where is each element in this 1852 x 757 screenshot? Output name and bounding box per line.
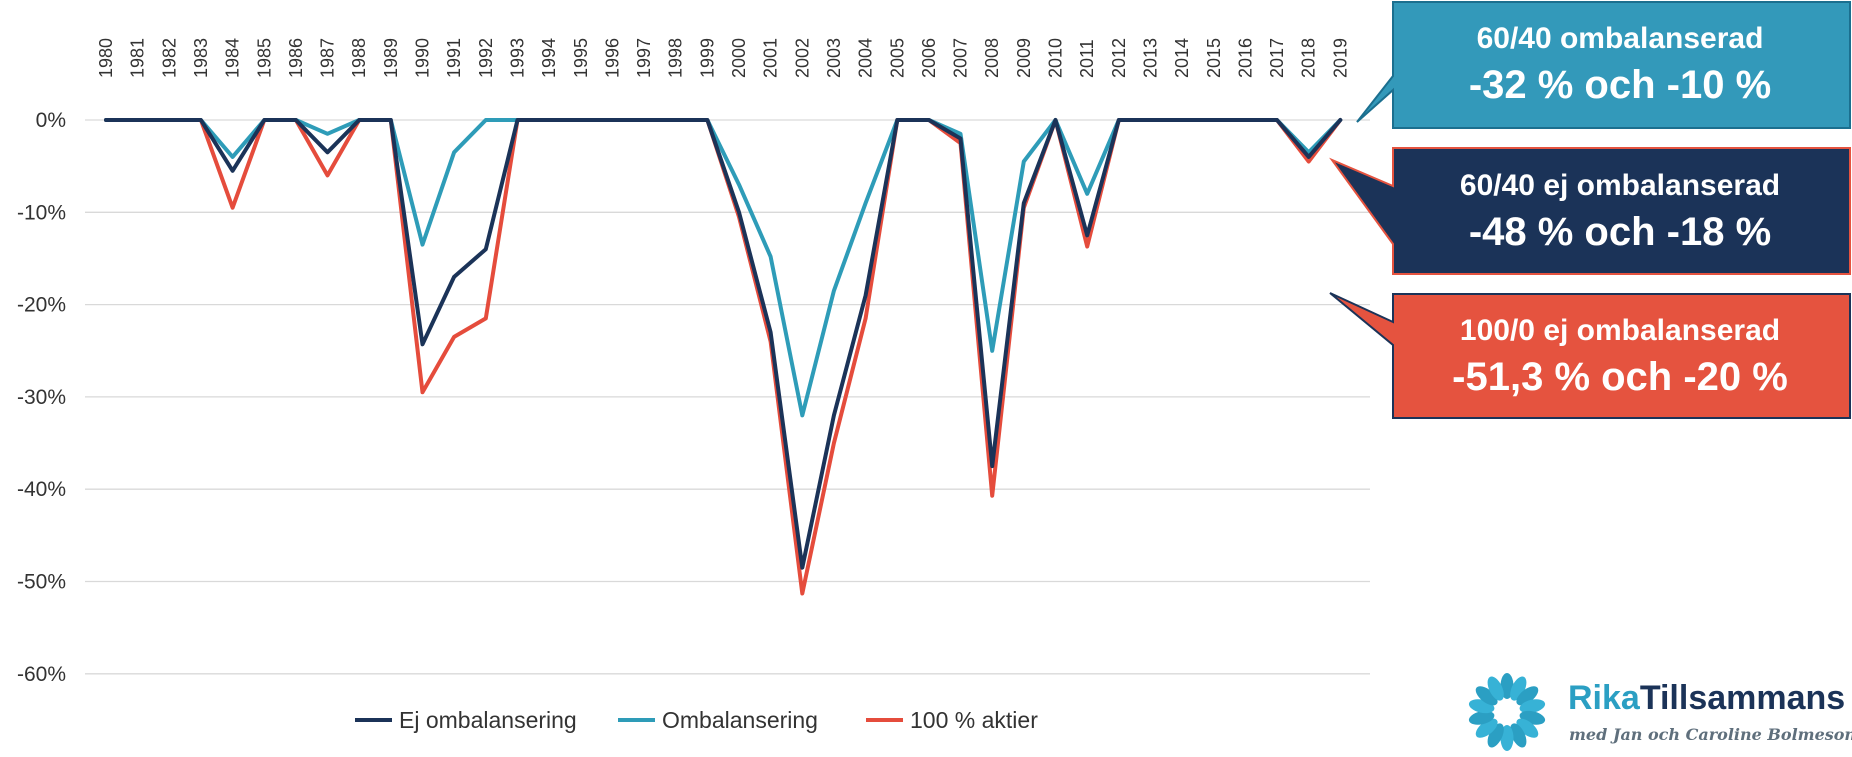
x-tick-label: 2006 xyxy=(919,38,939,78)
callout-title-60-40-ej-ombalanserad: 60/40 ej ombalanserad xyxy=(1460,169,1780,202)
y-tick-label: -40% xyxy=(17,478,66,501)
x-tick-label: 2018 xyxy=(1299,38,1319,78)
y-tick-label: -30% xyxy=(17,386,66,409)
x-tick-label: 2017 xyxy=(1267,38,1287,78)
y-tick-label: -10% xyxy=(17,201,66,224)
flower-petal xyxy=(1475,718,1498,738)
brand-name-part2: Tillsammans xyxy=(1640,679,1845,717)
x-tick-label: 2007 xyxy=(951,38,971,78)
brand-tagline: med Jan och Caroline Bolmeson xyxy=(1569,725,1852,744)
x-tick-label: 2008 xyxy=(982,38,1002,78)
x-tick-label: 2004 xyxy=(856,38,876,78)
x-tick-label: 2000 xyxy=(729,38,749,78)
callout-box-100-0-ej-ombalanserad xyxy=(1329,292,1851,419)
x-tick-label: 1994 xyxy=(539,38,559,78)
x-tick-label: 2009 xyxy=(1014,38,1034,78)
x-tick-label: 1997 xyxy=(634,38,654,78)
x-tick-label: 2019 xyxy=(1330,38,1350,78)
x-tick-label: 1988 xyxy=(349,38,369,78)
series-lines xyxy=(104,118,1343,596)
callout-box-60-40-ej-ombalanserad xyxy=(1329,147,1851,275)
x-tick-label: 2005 xyxy=(887,38,907,78)
x-tick-label: 2011 xyxy=(1077,39,1097,78)
callout-value-60-40-ombalanserad: -32 % och -10 % xyxy=(1469,63,1771,107)
callout-60-40-ej-ombalanserad: 60/40 ej ombalanserad -48 % och -18 % xyxy=(1329,147,1851,275)
flower-petal xyxy=(1487,723,1504,748)
legend-item-ej-ombalansering: Ej ombalansering xyxy=(355,707,577,733)
x-tick-label: 1983 xyxy=(191,38,211,78)
callout-60-40-ombalanserad: 60/40 ombalanserad -32 % och -10 % xyxy=(1356,1,1851,129)
x-tick-label: 1989 xyxy=(381,38,401,78)
y-tick-label: -60% xyxy=(17,663,66,686)
x-tick-label: 1992 xyxy=(476,38,496,78)
x-tick-label: 1995 xyxy=(571,38,591,78)
callout-100-0-ej-ombalanserad: 100/0 ej ombalanserad -51,3 % och -20 % xyxy=(1329,292,1851,419)
x-tick-label: 1987 xyxy=(318,38,338,78)
x-tick-label: 1985 xyxy=(254,38,274,78)
flower-petal xyxy=(1500,673,1514,699)
callout-title-60-40-ombalanserad: 60/40 ombalanserad xyxy=(1477,22,1764,55)
x-tick-label: 2012 xyxy=(1109,38,1129,78)
callout-title-100-0-ej-ombalanserad: 100/0 ej ombalanserad xyxy=(1460,314,1780,347)
callout-value-60-40-ej-ombalanserad: -48 % och -18 % xyxy=(1469,210,1771,254)
y-tick-label: -50% xyxy=(17,571,66,594)
x-tick-label: 2010 xyxy=(1046,38,1066,78)
legend-label-100-aktier: 100 % aktier xyxy=(910,707,1038,733)
flower-petal xyxy=(1500,725,1514,751)
legend-label-ej-ombalansering: Ej ombalansering xyxy=(399,707,577,733)
brand-name: RikaTillsammans xyxy=(1568,679,1845,717)
x-axis-tick-labels: 1980 1981 1982 1983 1984 1985 1986 1987 1988 1989… xyxy=(96,38,1350,78)
flower-petal xyxy=(1510,723,1527,748)
flower-petal xyxy=(1475,686,1498,706)
legend-item-ombalansering: Ombalansering xyxy=(618,707,818,733)
callout-box-60-40-ombalanserad xyxy=(1356,1,1851,129)
x-tick-label: 1993 xyxy=(507,38,527,78)
y-tick-label: 0% xyxy=(36,109,66,132)
x-tick-label: 2014 xyxy=(1172,38,1192,78)
x-tick-label: 1982 xyxy=(159,38,179,78)
legend: Ej ombalansering Ombalansering 100 % akt… xyxy=(355,707,1038,733)
x-tick-label: 2015 xyxy=(1204,38,1224,78)
brand-logo: RikaTillsammans med Jan och Caroline Bol… xyxy=(1468,673,1852,751)
flower-petal xyxy=(1516,686,1539,706)
legend-item-100-aktier: 100 % aktier xyxy=(866,707,1038,733)
callout-value-100-0-ej-ombalanserad: -51,3 % och -20 % xyxy=(1452,355,1788,399)
x-tick-label: 1986 xyxy=(286,38,306,78)
x-tick-label: 2003 xyxy=(824,38,844,78)
brand-name-part1: Rika xyxy=(1568,679,1641,717)
flower-petal xyxy=(1510,676,1527,701)
series-line-ej-ombalansering xyxy=(104,118,1343,570)
flower-icon xyxy=(1468,673,1546,751)
x-tick-label: 1999 xyxy=(697,38,717,78)
x-tick-label: 1996 xyxy=(602,38,622,78)
x-tick-label: 1990 xyxy=(413,38,433,78)
x-tick-label: 1981 xyxy=(128,38,148,78)
flower-petal xyxy=(1516,718,1539,738)
x-tick-label: 2001 xyxy=(761,38,781,78)
flower-petal xyxy=(1487,676,1504,701)
x-tick-label: 1998 xyxy=(666,38,686,78)
flower-petal xyxy=(1468,710,1495,725)
series-line-100-aktier xyxy=(104,118,1343,596)
flower-center xyxy=(1498,703,1516,721)
legend-label-ombalansering: Ombalansering xyxy=(662,707,818,733)
y-axis-tick-labels: 0% -10% -20% -30% -40% -50% -60% xyxy=(17,109,66,686)
x-tick-label: 2016 xyxy=(1235,38,1255,78)
x-tick-label: 2013 xyxy=(1140,38,1160,78)
x-tick-label: 1980 xyxy=(96,38,116,78)
y-tick-label: -20% xyxy=(17,294,66,317)
x-tick-label: 1991 xyxy=(444,38,464,78)
gridlines xyxy=(85,119,1370,675)
x-tick-label: 1984 xyxy=(223,38,243,78)
x-tick-label: 2002 xyxy=(792,38,812,78)
flower-petal xyxy=(1519,699,1546,714)
